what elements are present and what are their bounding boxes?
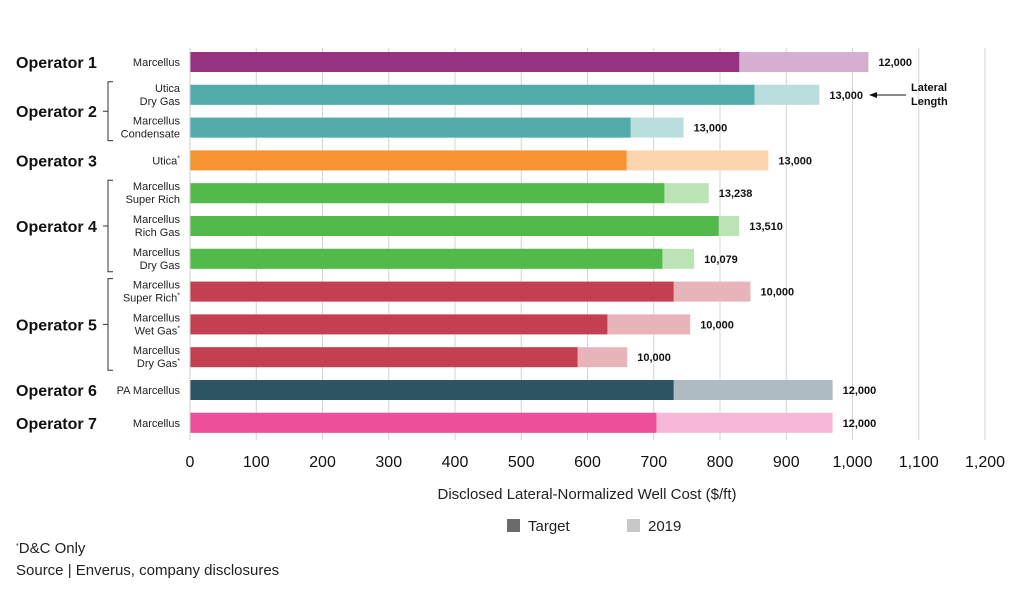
dc-only-marker: * xyxy=(177,358,180,365)
operator-label: Operator 3 xyxy=(16,153,97,170)
x-tick-label: 1,000 xyxy=(832,454,872,471)
x-tick-label: 700 xyxy=(640,454,667,471)
bar-target xyxy=(190,216,719,236)
row-label: Marcellus xyxy=(133,345,181,357)
row-label: Marcellus xyxy=(133,214,181,226)
operator-label: Operator 2 xyxy=(16,104,97,121)
legend-swatch-2019 xyxy=(627,519,640,532)
lateral-length-label: 12,000 xyxy=(843,418,877,430)
lateral-length-label: 10,000 xyxy=(637,352,671,364)
row-label: Super Rich xyxy=(126,194,180,206)
row-label: Marcellus xyxy=(133,280,181,292)
footnote-text: D&C Only xyxy=(19,540,86,557)
row-label: Condensate xyxy=(121,129,180,141)
group-bracket xyxy=(103,179,113,273)
bar-target xyxy=(190,183,665,204)
bar-target xyxy=(190,412,657,433)
footnote-dc-only: *D&C Only xyxy=(16,540,86,557)
row-label: Marcellus xyxy=(133,312,181,324)
bar-target xyxy=(190,281,674,302)
annotation-line-1: Lateral xyxy=(911,82,947,94)
operator-label: Operator 1 xyxy=(16,55,97,72)
bar-target xyxy=(190,347,578,368)
x-tick-label: 300 xyxy=(375,454,402,471)
group-bracket xyxy=(103,278,113,371)
lateral-length-label: 10,000 xyxy=(700,319,734,331)
x-tick-label: 1,200 xyxy=(965,454,1005,471)
lateral-length-label: 12,000 xyxy=(878,57,912,69)
x-tick-label: 500 xyxy=(508,454,535,471)
legend-label-2019: 2019 xyxy=(648,518,681,535)
x-tick-label: 400 xyxy=(442,454,469,471)
gridlines xyxy=(255,48,986,440)
bar-target xyxy=(190,248,663,269)
group-bracket xyxy=(103,81,113,142)
x-tick-label: 100 xyxy=(243,454,270,471)
annotation-arrow-head xyxy=(869,92,877,98)
lateral-length-label: 10,079 xyxy=(704,254,738,266)
group-brackets xyxy=(103,81,113,371)
row-label: Dry Gas xyxy=(140,96,181,108)
legend-swatch-target xyxy=(507,519,520,532)
row-label: Marcellus xyxy=(133,418,181,430)
row-label: Wet Gas* xyxy=(135,325,181,337)
lateral-length-label: 13,510 xyxy=(749,221,783,233)
x-tick-label: 600 xyxy=(574,454,601,471)
operator-label: Operator 4 xyxy=(16,219,97,236)
x-tick-label: 900 xyxy=(773,454,800,471)
x-tick-label: 200 xyxy=(309,454,336,471)
x-axis-title: Disclosed Lateral-Normalized Well Cost (… xyxy=(438,486,737,503)
dc-only-marker: * xyxy=(177,293,180,300)
legend: Target 2019 xyxy=(507,518,681,535)
row-label: Dry Gas xyxy=(140,260,181,272)
lateral-length-label: 13,000 xyxy=(778,155,812,167)
source-note: Source | Enverus, company disclosures xyxy=(16,562,279,579)
bar-target xyxy=(190,380,674,400)
row-label: Rich Gas xyxy=(135,227,181,239)
dc-only-marker: * xyxy=(177,325,180,332)
row-label: Marcellus xyxy=(133,247,181,259)
x-tick-label: 1,100 xyxy=(899,454,939,471)
operator-label: Operator 7 xyxy=(16,416,97,433)
operator-labels: Operator 1 Operator 2 Operator 3 Operator 4… xyxy=(16,55,97,433)
footnote-marker: * xyxy=(16,543,19,550)
row-label: Marcellus xyxy=(133,181,181,193)
lateral-length-labels: 12,000 13,000 13,000 13,000 13,238 13,510 10,0… xyxy=(637,57,912,430)
dc-only-marker: * xyxy=(177,155,180,162)
row-label: Marcellus xyxy=(133,57,181,69)
row-label: Super Rich* xyxy=(123,293,180,305)
bar-target xyxy=(190,117,631,138)
bars xyxy=(190,52,869,433)
operator-label: Operator 5 xyxy=(16,317,97,334)
lateral-length-label: 10,000 xyxy=(760,287,794,299)
legend-label-target: Target xyxy=(528,518,571,535)
x-tick-labels: 0 100 200 300 400 500 600 700 800 900 1,000 1,100 1,… xyxy=(186,454,1006,471)
row-label: Utica* xyxy=(152,155,180,167)
x-tick-label: 800 xyxy=(707,454,734,471)
row-label: PA Marcellus xyxy=(117,385,181,397)
row-label: Dry Gas* xyxy=(137,358,180,370)
lateral-length-label: 13,238 xyxy=(719,188,753,200)
bar-target xyxy=(190,150,627,171)
row-label: Utica xyxy=(155,83,181,95)
lateral-length-label: 12,000 xyxy=(843,385,877,397)
bar-target xyxy=(190,314,608,335)
annotation-line-2: Length xyxy=(911,96,948,108)
x-tick-label: 0 xyxy=(186,454,195,471)
bar-target xyxy=(190,84,755,105)
lateral-length-label: 13,000 xyxy=(694,123,728,135)
operator-label: Operator 6 xyxy=(16,383,97,400)
bar-target xyxy=(190,52,740,72)
row-label: Marcellus xyxy=(133,116,181,128)
lateral-length-label: 13,000 xyxy=(829,90,863,102)
lateral-length-annotation: Lateral Length xyxy=(869,82,948,108)
